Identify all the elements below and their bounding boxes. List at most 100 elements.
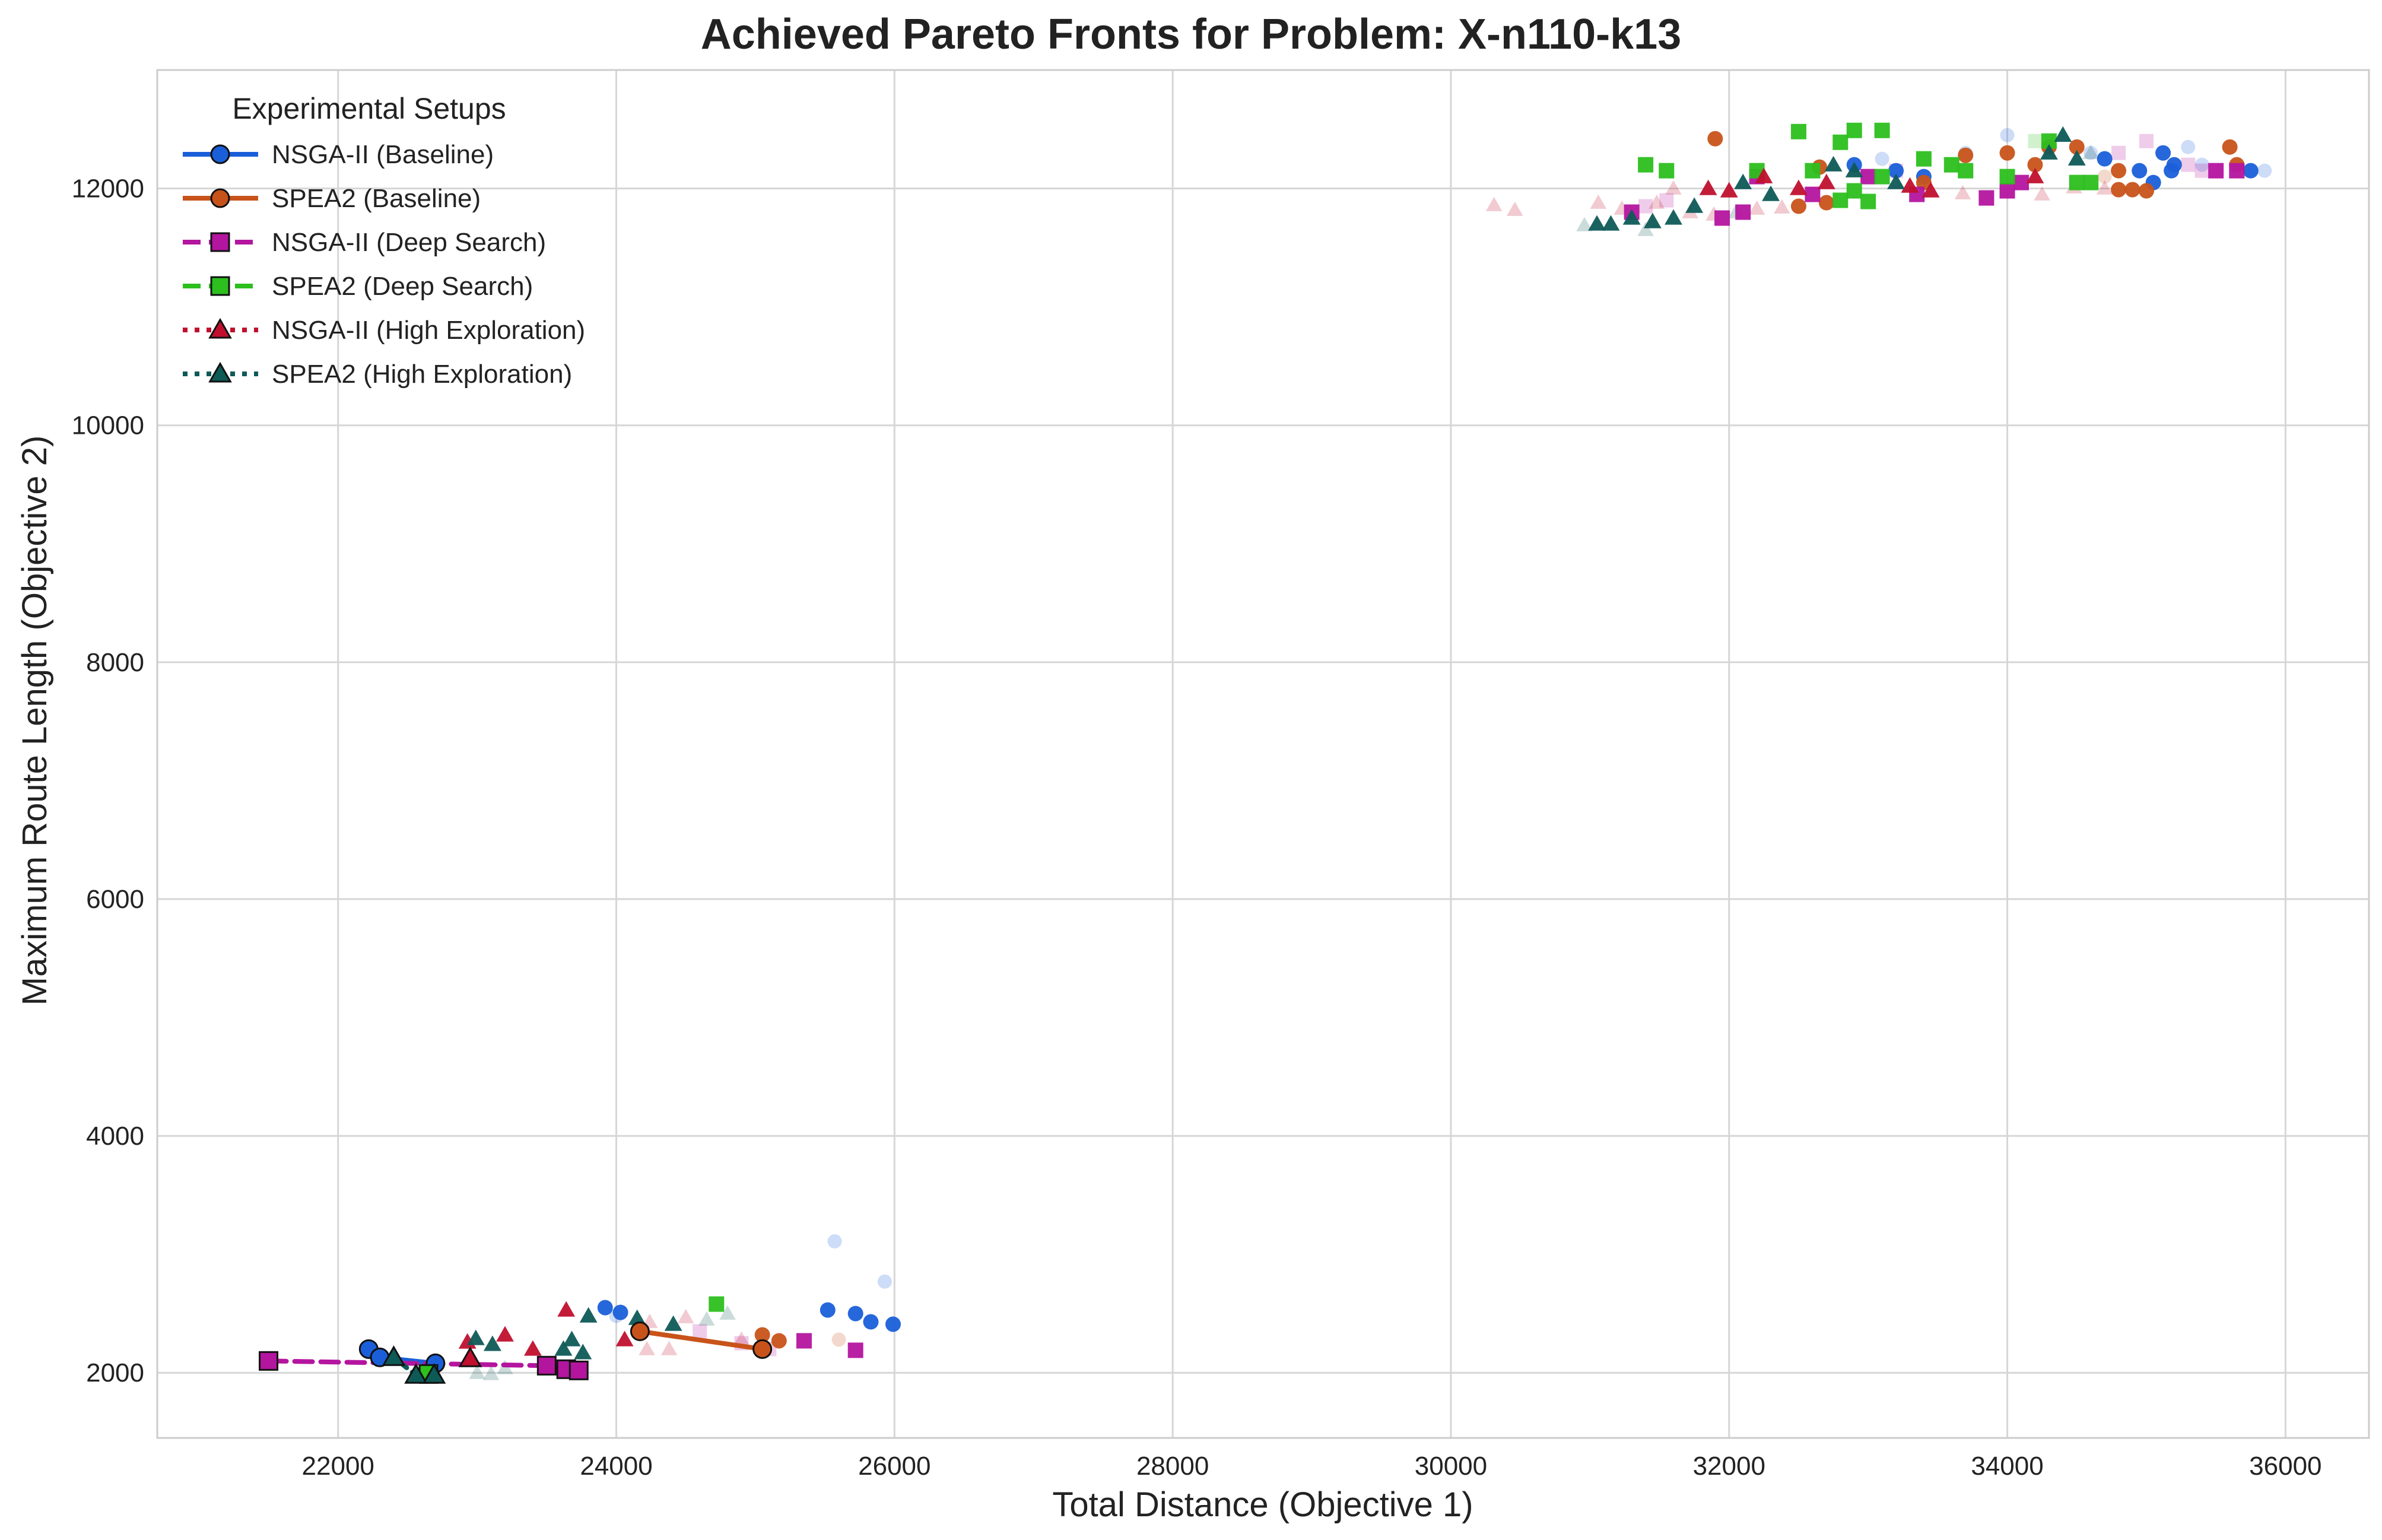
front-point <box>404 1363 428 1384</box>
data-point <box>1916 174 1932 190</box>
data-point <box>1943 157 1959 173</box>
faint-point <box>2111 145 2126 160</box>
data-point <box>863 1314 879 1330</box>
faint-point <box>2194 157 2209 172</box>
data-point <box>2083 174 2099 190</box>
data-point <box>483 1335 501 1351</box>
data-point <box>2243 163 2259 179</box>
data-point <box>1818 195 1834 211</box>
data-point <box>2138 183 2154 199</box>
data-point <box>612 1304 628 1320</box>
legend-label: NSGA-II (Baseline) <box>272 140 494 169</box>
data-point <box>1846 183 1862 199</box>
data-point <box>1832 192 1849 208</box>
data-point <box>2222 139 2238 155</box>
faint-point <box>1637 221 1654 236</box>
data-point <box>1735 204 1751 220</box>
data-point <box>1845 161 1863 177</box>
legend-label: SPEA2 (Baseline) <box>272 184 481 213</box>
data-point <box>579 1307 598 1323</box>
data-point <box>2026 167 2044 183</box>
faint-point <box>2194 163 2209 178</box>
faint-point <box>1576 217 1593 231</box>
x-tick-label: 24000 <box>580 1452 652 1481</box>
data-point <box>1901 177 1919 193</box>
data-point <box>1714 210 1730 226</box>
data-point <box>2040 144 2058 160</box>
legend-label: SPEA2 (Deep Search) <box>272 272 533 301</box>
data-point <box>574 1344 592 1360</box>
data-point <box>1789 179 1808 195</box>
x-tick-label: 28000 <box>1136 1452 1209 1481</box>
faint-point <box>1875 151 1889 166</box>
faint-point <box>1485 196 1503 211</box>
data-point <box>2132 163 2148 179</box>
legend-marker <box>208 361 232 383</box>
data-point <box>2111 182 2127 198</box>
x-tick-label: 22000 <box>302 1452 374 1481</box>
data-point <box>1699 179 1717 195</box>
data-point <box>754 1327 770 1343</box>
legend-label: SPEA2 (High Exploration) <box>272 360 572 389</box>
legend-label: NSGA-II (Deep Search) <box>272 228 546 257</box>
faint-point <box>2034 186 2050 201</box>
faint-point <box>693 1324 707 1339</box>
front-point <box>259 1351 279 1371</box>
faint-point <box>2096 180 2113 195</box>
data-point <box>2067 150 2086 166</box>
data-point <box>847 1306 863 1322</box>
data-point <box>1790 198 1806 214</box>
data-point <box>796 1333 812 1349</box>
data-point <box>1665 209 1682 225</box>
data-point <box>1916 151 1932 167</box>
data-point <box>1762 185 1780 201</box>
plot-frame <box>156 69 2370 1439</box>
y-tick-label: 2000 <box>86 1358 144 1387</box>
data-point <box>554 1340 573 1356</box>
data-point <box>1874 122 1890 138</box>
faint-point <box>1748 200 1765 215</box>
data-point <box>820 1302 836 1318</box>
data-point <box>496 1326 514 1342</box>
faint-point <box>698 1311 715 1326</box>
y-axis-label: Maximum Route Length (Objective 2) <box>15 436 54 1006</box>
legend-marker <box>210 232 230 252</box>
front-point <box>382 1345 406 1366</box>
data-point <box>1685 197 1704 213</box>
faint-point <box>1638 199 1653 214</box>
grid-lines <box>157 70 2369 1438</box>
legend-marker <box>210 188 230 208</box>
data-point <box>2229 163 2245 179</box>
data-point <box>2027 157 2043 173</box>
faint-point <box>639 1341 655 1355</box>
data-point <box>523 1340 542 1356</box>
faint-point <box>2257 163 2272 178</box>
data-point <box>1832 134 1849 150</box>
faint-point <box>827 1234 842 1249</box>
data-point <box>628 1309 646 1325</box>
data-point <box>2054 126 2072 142</box>
data-point <box>847 1342 863 1358</box>
data-point <box>1643 212 1662 228</box>
legend-entry: NSGA-II (Deep Search) <box>183 228 546 257</box>
data-point <box>1707 131 1723 147</box>
front-points <box>259 1321 773 1384</box>
data-point <box>557 1301 576 1317</box>
data-point <box>1805 163 1821 179</box>
faint-point <box>1590 194 1607 209</box>
data-point <box>2124 182 2140 198</box>
faint-point <box>2084 145 2098 160</box>
data-point <box>664 1315 682 1331</box>
faint-point <box>2097 169 2112 184</box>
data-point <box>1755 167 1773 183</box>
y-tick-label: 6000 <box>86 885 144 914</box>
front-point <box>536 1355 557 1376</box>
front-point <box>630 1321 650 1341</box>
data-point <box>885 1316 901 1332</box>
data-point <box>1958 163 1974 179</box>
x-tick-label: 30000 <box>1415 1452 1487 1481</box>
plot-area <box>157 70 2369 1438</box>
faint-point <box>1649 194 1665 209</box>
data-point <box>1734 173 1752 189</box>
faint-point <box>2082 144 2099 160</box>
